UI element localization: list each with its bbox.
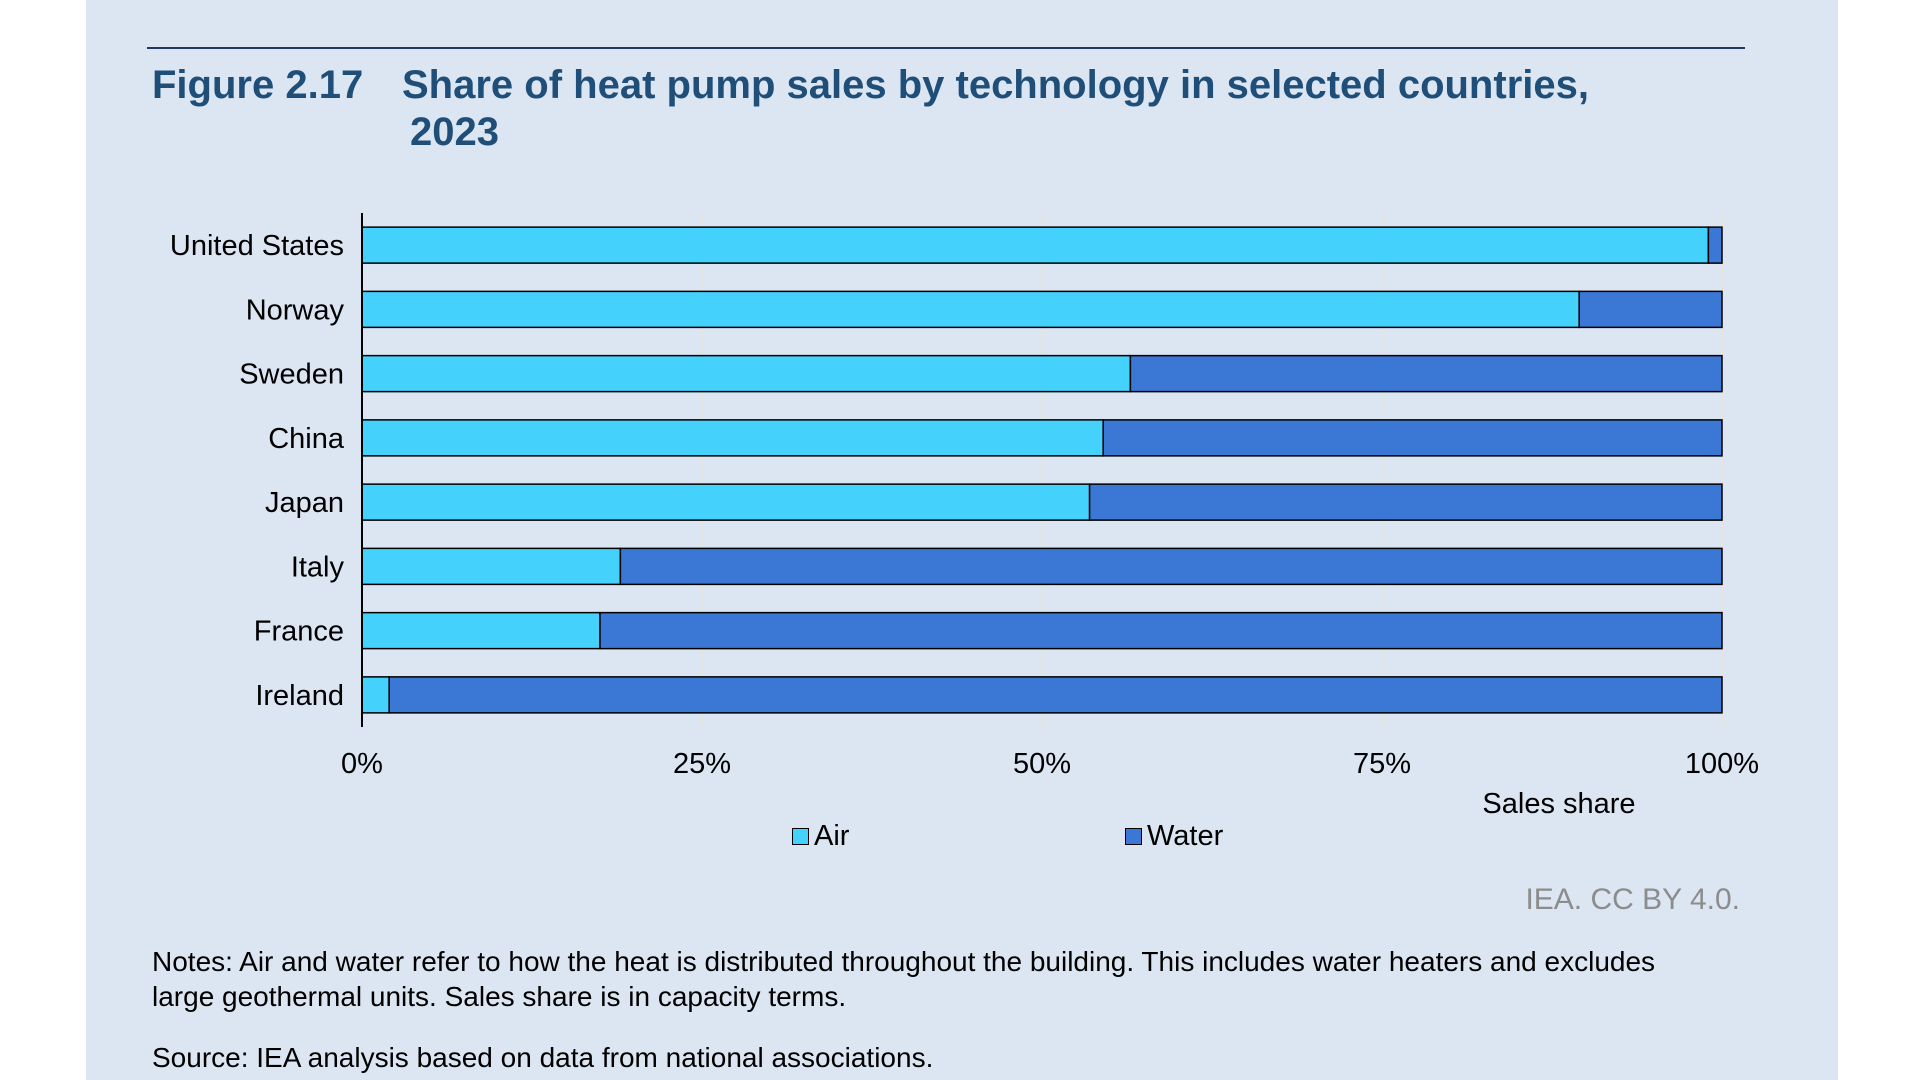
legend-label-water: Water bbox=[1147, 820, 1224, 852]
category-label: Japan bbox=[265, 487, 344, 519]
legend-item-air: Air bbox=[792, 820, 849, 853]
bar-air bbox=[361, 419, 1104, 457]
legend-swatch-air bbox=[792, 828, 809, 845]
x-tick-label: 25% bbox=[673, 748, 731, 780]
category-label: Sweden bbox=[239, 359, 344, 391]
bar-water bbox=[1102, 419, 1723, 457]
bar-air bbox=[361, 611, 601, 650]
category-label: United States bbox=[170, 230, 344, 262]
figure-panel bbox=[86, 0, 1838, 1080]
figure-title-line2: 2023 bbox=[410, 110, 499, 154]
bar-air bbox=[361, 676, 390, 714]
category-label: China bbox=[268, 423, 345, 455]
figure-number: Figure 2.17 bbox=[152, 63, 364, 107]
category-label: Ireland bbox=[255, 680, 344, 712]
credit-line: IEA. CC BY 4.0. bbox=[1525, 883, 1740, 916]
bar-air bbox=[361, 290, 1580, 329]
figure-title: Figure 2.17 Share of heat pump sales by t… bbox=[152, 62, 1589, 154]
category-label: France bbox=[254, 616, 344, 648]
legend-item-water: Water bbox=[1125, 820, 1223, 853]
bar-water bbox=[1578, 290, 1723, 329]
bar-water bbox=[1088, 483, 1723, 521]
legend-swatch-water bbox=[1125, 828, 1142, 845]
bar-water bbox=[1129, 354, 1723, 393]
bar-water bbox=[619, 547, 1723, 586]
x-tick-label: 50% bbox=[1013, 748, 1071, 780]
bar-air bbox=[361, 547, 622, 586]
category-label: Italy bbox=[291, 551, 345, 583]
source: Source: IEA analysis based on data from … bbox=[152, 1042, 934, 1073]
x-tick-label: 0% bbox=[341, 748, 383, 780]
bar-water bbox=[388, 676, 1723, 714]
legend: Air Water bbox=[0, 820, 1920, 860]
bar-water bbox=[599, 611, 1723, 650]
bar-air bbox=[361, 483, 1091, 521]
top-rule bbox=[147, 47, 1745, 49]
x-tick-label: 75% bbox=[1353, 748, 1411, 780]
bar-air bbox=[361, 226, 1710, 264]
x-axis-title: Sales share bbox=[1482, 788, 1635, 820]
bar-water bbox=[1707, 226, 1723, 264]
category-label: Norway bbox=[246, 294, 345, 326]
notes: Notes: Air and water refer to how the he… bbox=[152, 946, 1656, 1012]
bar-air bbox=[361, 354, 1132, 393]
figure-title-line1: Share of heat pump sales by technology i… bbox=[402, 63, 1589, 107]
legend-label-air: Air bbox=[814, 820, 850, 852]
x-tick-label: 100% bbox=[1685, 748, 1759, 780]
